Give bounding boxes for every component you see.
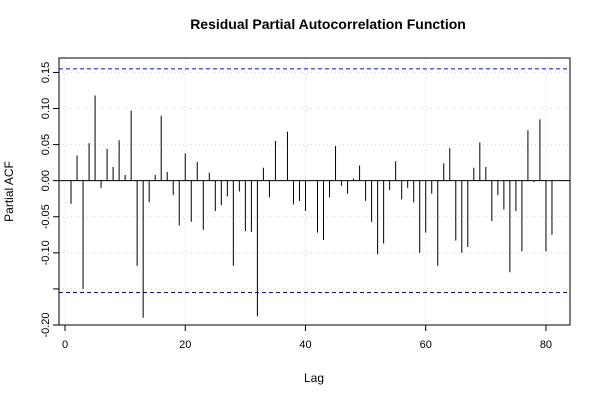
y-tick-label-4: 0.00 — [40, 170, 52, 191]
x-axis: 0 20 40 60 80 — [62, 324, 552, 351]
x-tick-label-1: 20 — [179, 339, 191, 351]
y-tick-label-0: -0.20 — [40, 312, 52, 337]
y-tick-label-3: -0.05 — [40, 204, 52, 229]
y-tick-label-6: 0.10 — [40, 98, 52, 119]
y-tick-label-5: 0.05 — [40, 134, 52, 155]
confidence-band-layer — [59, 68, 570, 294]
x-tick-label-3: 60 — [420, 339, 432, 351]
x-tick-label-2: 40 — [299, 339, 311, 351]
bars-layer — [59, 95, 570, 318]
plot-frame — [58, 57, 571, 326]
y-axis: -0.20 -0.10 -0.05 0.00 0.05 0.10 0.15 — [40, 62, 60, 338]
chart-title: Residual Partial Autocorrelation Functio… — [190, 16, 466, 32]
y-tick-label-7: 0.15 — [40, 62, 52, 83]
y-axis-label: Partial ACF — [2, 161, 16, 222]
grid-layer — [59, 58, 570, 326]
y-tick-label-2: -0.10 — [40, 240, 52, 265]
x-tick-label-4: 80 — [540, 339, 552, 351]
x-tick-label-0: 0 — [62, 339, 68, 351]
x-axis-label: Lag — [304, 371, 324, 385]
